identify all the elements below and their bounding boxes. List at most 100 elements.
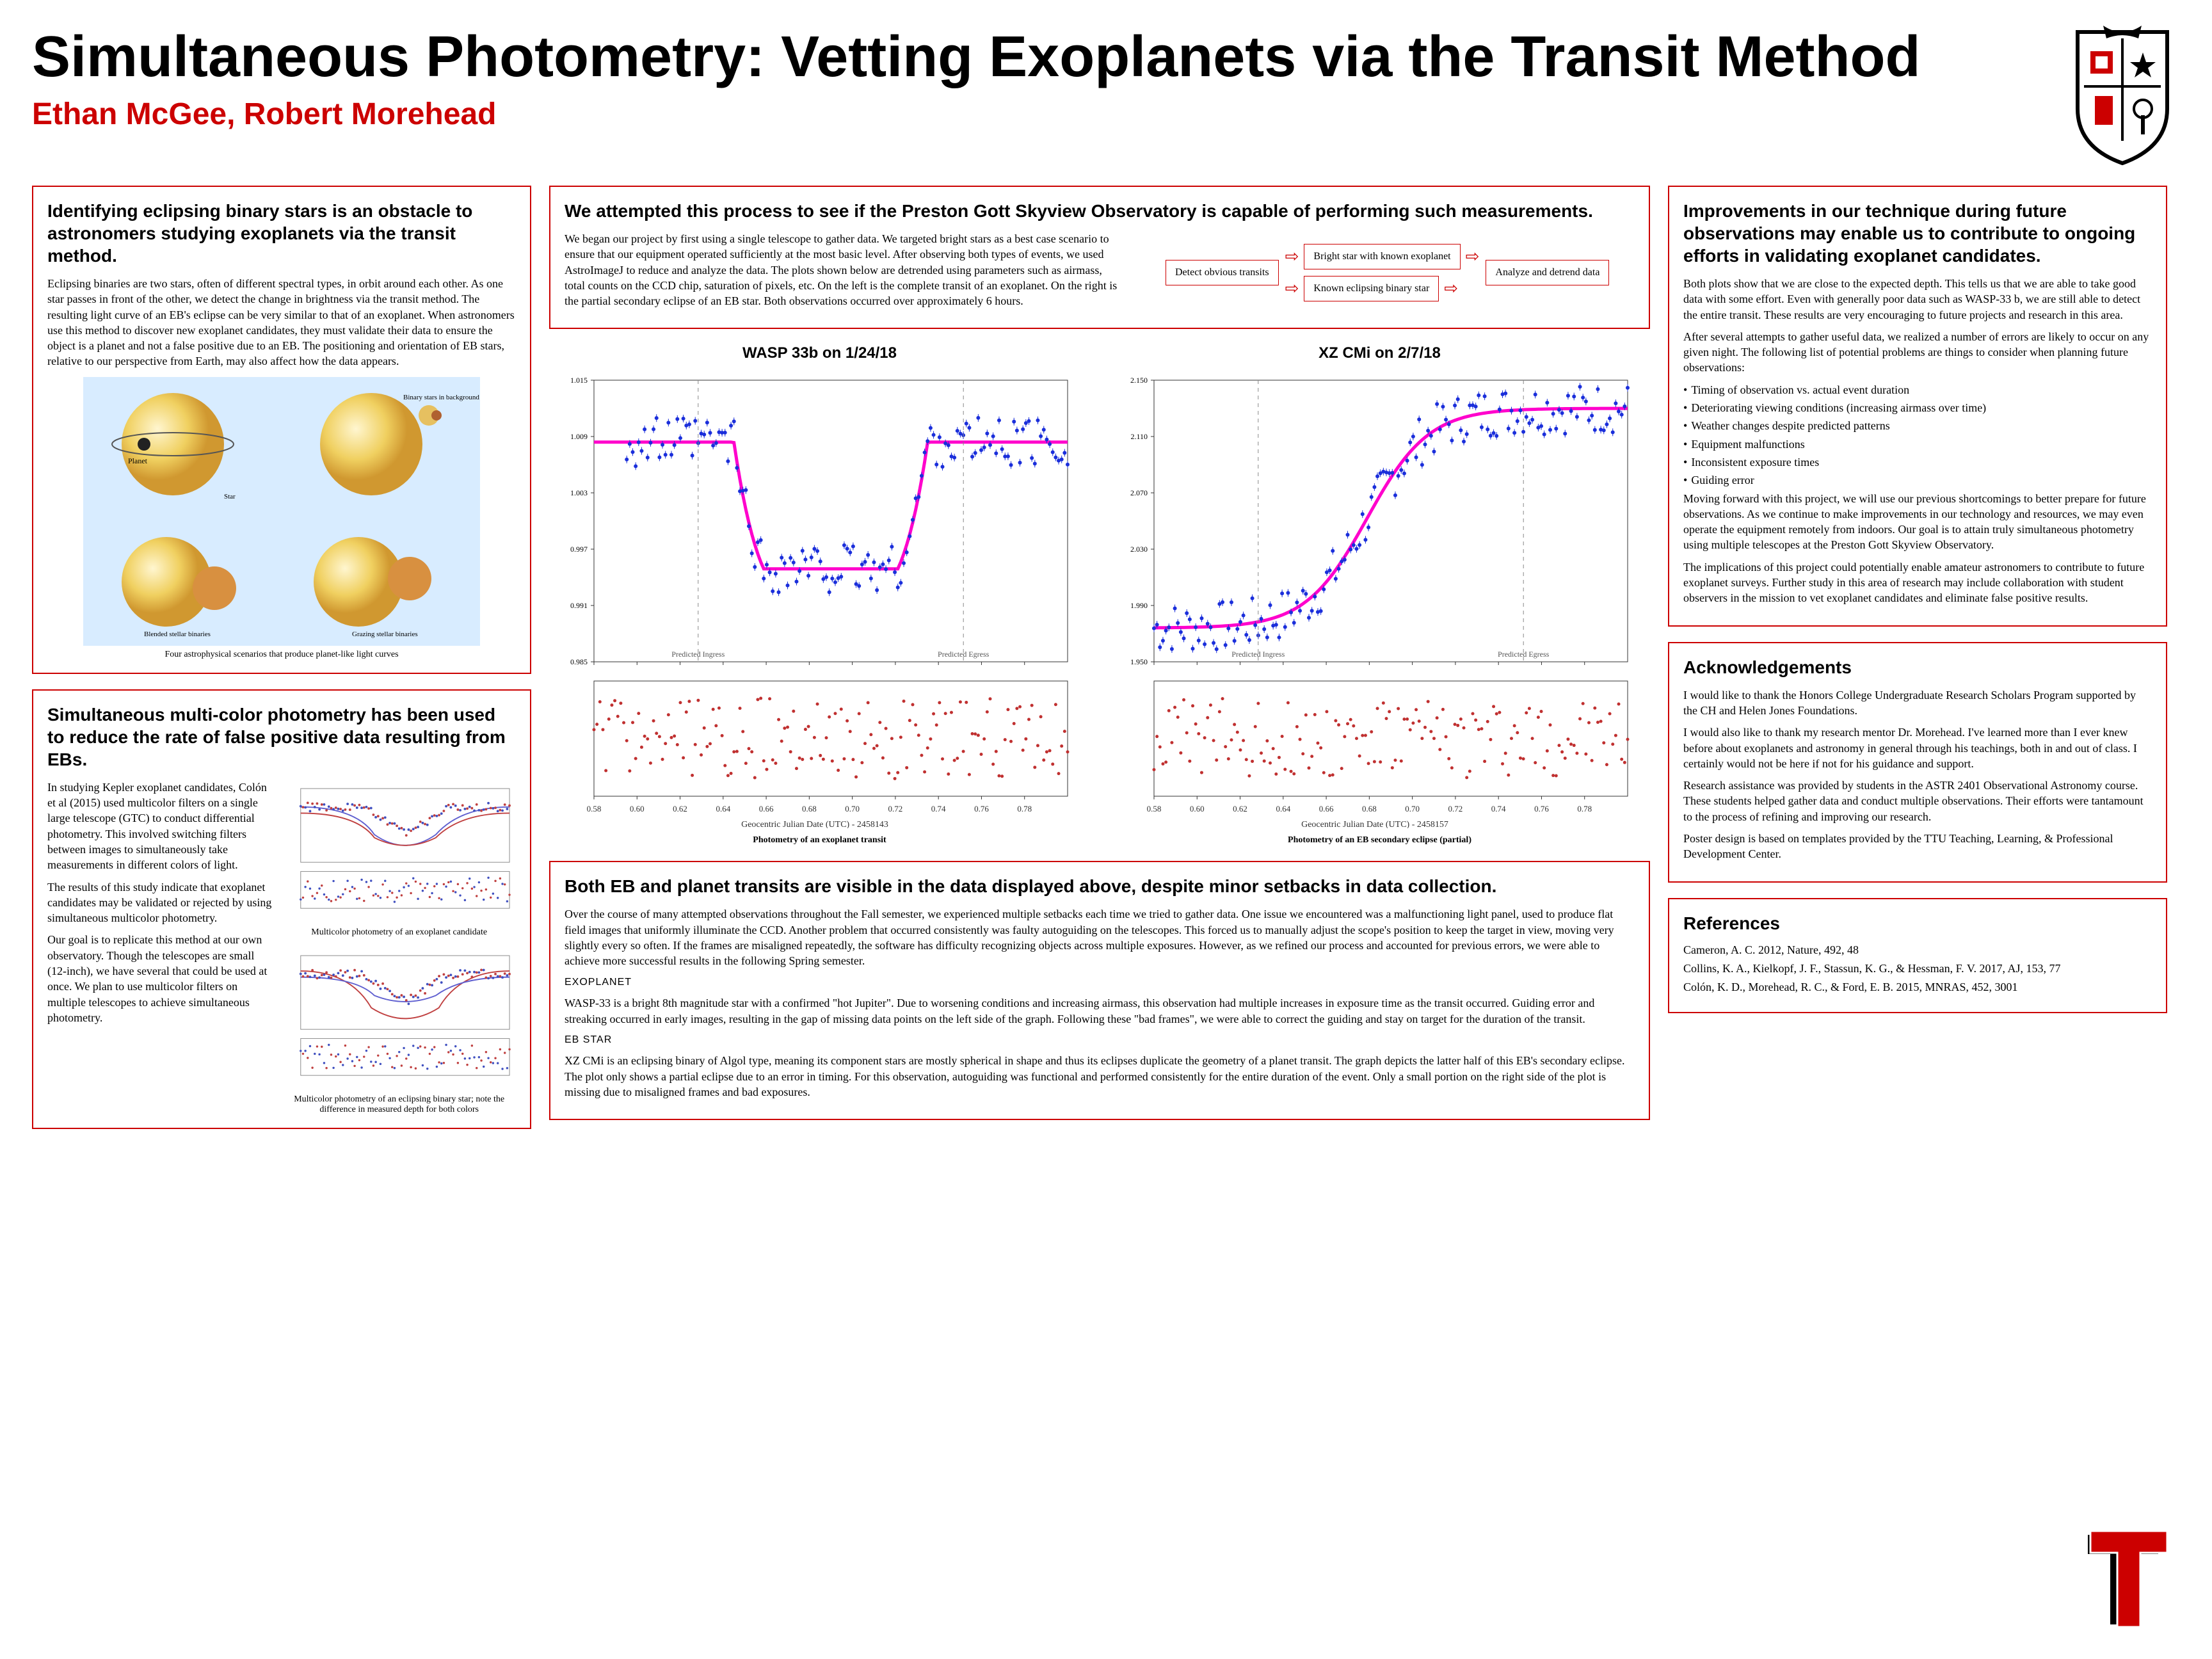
svg-text:Predicted Ingress: Predicted Ingress xyxy=(671,650,725,659)
body-paragraph: WASP-33 is a bright 8th magnitude star w… xyxy=(565,995,1635,1027)
svg-text:0.64: 0.64 xyxy=(1276,804,1290,813)
body-paragraph: Over the course of many attempted observ… xyxy=(565,906,1635,968)
process-flowchart: Detect obvious transits ⇨ Bright star wi… xyxy=(1140,231,1635,314)
svg-text:0.66: 0.66 xyxy=(1319,804,1334,813)
body-paragraph: I would also like to thank my research m… xyxy=(1683,725,2152,771)
section-improvements: Improvements in our technique during fut… xyxy=(1668,186,2167,627)
svg-text:Predicted Ingress: Predicted Ingress xyxy=(1231,650,1285,659)
reference-item: Collins, K. A., Kielkopf, J. F., Stassun… xyxy=(1683,962,2152,975)
arrow-icon: ⇨ xyxy=(1444,279,1458,298)
svg-text:Predicted Egress: Predicted Egress xyxy=(1498,650,1550,659)
section-heading: Improvements in our technique during fut… xyxy=(1683,200,2152,267)
svg-text:0.60: 0.60 xyxy=(630,804,645,813)
svg-text:1.009: 1.009 xyxy=(570,432,588,441)
svg-text:0.74: 0.74 xyxy=(1491,804,1506,813)
svg-text:Geocentric Julian Date (UTC) -: Geocentric Julian Date (UTC) - 2458157 xyxy=(1301,820,1448,828)
svg-text:2.030: 2.030 xyxy=(1130,545,1148,554)
section-results-discussion: Both EB and planet transits are visible … xyxy=(549,861,1650,1120)
figure-caption: Multicolor photometry of an exoplanet ca… xyxy=(282,927,516,938)
svg-text:0.68: 0.68 xyxy=(1362,804,1377,813)
chart-title: WASP 33b on 1/24/18 xyxy=(549,344,1090,362)
svg-text:0.62: 0.62 xyxy=(673,804,687,813)
svg-text:0.74: 0.74 xyxy=(931,804,946,813)
section-heading: Acknowledgements xyxy=(1683,656,2152,678)
body-paragraph: Our goal is to replicate this method at … xyxy=(47,932,272,1025)
issue-item: Equipment malfunctions xyxy=(1683,437,2152,452)
reference-item: Cameron, A. C. 2012, Nature, 492, 48 xyxy=(1683,943,2152,957)
svg-text:0.76: 0.76 xyxy=(1534,804,1549,813)
chart-title: XZ CMi on 2/7/18 xyxy=(1109,344,1650,362)
body-paragraph: I would like to thank the Honors College… xyxy=(1683,687,2152,719)
flow-node: Analyze and detrend data xyxy=(1486,260,1609,285)
xzcmi-lightcurve-chart: 0.580.600.620.640.660.680.700.720.740.76… xyxy=(1109,367,1640,828)
svg-text:0.78: 0.78 xyxy=(1577,804,1592,813)
multicolor-chart-candidate xyxy=(282,780,516,920)
svg-text:0.72: 0.72 xyxy=(888,804,903,813)
body-paragraph: Both plots show that we are close to the… xyxy=(1683,276,2152,323)
svg-text:0.72: 0.72 xyxy=(1448,804,1463,813)
section-identifying-ebs: Identifying eclipsing binary stars is an… xyxy=(32,186,531,674)
flow-node: Detect obvious transits xyxy=(1166,260,1279,285)
body-paragraph: Eclipsing binaries are two stars, often … xyxy=(47,276,516,369)
section-heading: Identifying eclipsing binary stars is an… xyxy=(47,200,516,267)
svg-text:Blended stellar binaries: Blended stellar binaries xyxy=(144,630,211,638)
chart-caption: Photometry of an EB secondary eclipse (p… xyxy=(1109,835,1650,846)
figure-caption: Multicolor photometry of an eclipsing bi… xyxy=(282,1094,516,1115)
issue-item: Guiding error xyxy=(1683,472,2152,488)
svg-text:0.64: 0.64 xyxy=(716,804,730,813)
chart-caption: Photometry of an exoplanet transit xyxy=(549,835,1090,846)
section-heading: Simultaneous multi-color photometry has … xyxy=(47,703,516,771)
university-seal-icon xyxy=(2065,26,2180,166)
body-paragraph: After several attempts to gather useful … xyxy=(1683,329,2152,376)
svg-text:0.66: 0.66 xyxy=(759,804,774,813)
body-paragraph: The implications of this project could p… xyxy=(1683,559,2152,606)
arrow-icon: ⇨ xyxy=(1466,247,1480,266)
body-paragraph: Poster design is based on templates prov… xyxy=(1683,831,2152,862)
flow-node: Bright star with known exoplanet xyxy=(1304,244,1460,269)
section-multicolor-photometry: Simultaneous multi-color photometry has … xyxy=(32,689,531,1129)
section-references: References Cameron, A. C. 2012, Nature, … xyxy=(1668,898,2167,1013)
arrow-icon: ⇨ xyxy=(1285,279,1299,298)
svg-text:Star: Star xyxy=(224,493,236,501)
svg-text:2.110: 2.110 xyxy=(1130,432,1148,441)
svg-text:0.68: 0.68 xyxy=(802,804,817,813)
svg-text:Grazing stellar binaries: Grazing stellar binaries xyxy=(352,630,418,638)
svg-text:0.58: 0.58 xyxy=(1147,804,1162,813)
multicolor-chart-eb xyxy=(282,947,516,1087)
body-paragraph: We began our project by first using a si… xyxy=(565,231,1121,309)
svg-text:1.015: 1.015 xyxy=(570,376,588,385)
issue-item: Inconsistent exposure times xyxy=(1683,454,2152,470)
poster-authors: Ethan McGee, Robert Morehead xyxy=(32,97,2065,132)
svg-text:0.58: 0.58 xyxy=(587,804,602,813)
eb-scenarios-figure: Planet Star Binary stars in background B… xyxy=(47,377,516,646)
svg-text:Binary stars in background: Binary stars in background xyxy=(403,394,479,401)
svg-text:1.990: 1.990 xyxy=(1130,601,1148,610)
svg-text:0.70: 0.70 xyxy=(1405,804,1420,813)
body-paragraph: XZ CMi is an eclipsing binary of Algol t… xyxy=(565,1053,1635,1100)
issue-item: Timing of observation vs. actual event d… xyxy=(1683,382,2152,397)
svg-text:0.985: 0.985 xyxy=(570,657,588,666)
issue-item: Weather changes despite predicted patter… xyxy=(1683,418,2152,433)
lightcurve-charts: WASP 33b on 1/24/18 0.58 0.60 0.62 0.64 0.66… xyxy=(549,344,1650,846)
section-heading: We attempted this process to see if the … xyxy=(565,200,1635,222)
section-observatory-capability: We attempted this process to see if the … xyxy=(549,186,1650,329)
texas-tech-logo-icon xyxy=(2084,1531,2174,1633)
svg-text:0.78: 0.78 xyxy=(1017,804,1032,813)
figure-caption: Four astrophysical scenarios that produc… xyxy=(47,650,516,660)
svg-text:0.991: 0.991 xyxy=(570,601,588,610)
svg-text:0.997: 0.997 xyxy=(570,545,588,554)
svg-text:Predicted Egress: Predicted Egress xyxy=(938,650,990,659)
section-acknowledgements: Acknowledgements I would like to thank t… xyxy=(1668,642,2167,883)
svg-text:1.950: 1.950 xyxy=(1130,657,1148,666)
issues-list: Timing of observation vs. actual event d… xyxy=(1683,382,2152,488)
svg-text:2.150: 2.150 xyxy=(1130,376,1148,385)
reference-item: Colón, K. D., Morehead, R. C., & Ford, E… xyxy=(1683,981,2152,994)
section-heading: References xyxy=(1683,912,2152,934)
body-paragraph: The results of this study indicate that … xyxy=(47,879,272,926)
section-heading: Both EB and planet transits are visible … xyxy=(565,875,1635,897)
poster-header: Simultaneous Photometry: Vetting Exoplan… xyxy=(32,26,2180,166)
subheading: EB STAR xyxy=(565,1033,1635,1047)
wasp33b-lightcurve-chart: 0.580.600.620.640.660.680.700.720.740.76… xyxy=(549,367,1080,828)
svg-text:0.76: 0.76 xyxy=(974,804,989,813)
svg-text:Planet: Planet xyxy=(128,456,148,465)
